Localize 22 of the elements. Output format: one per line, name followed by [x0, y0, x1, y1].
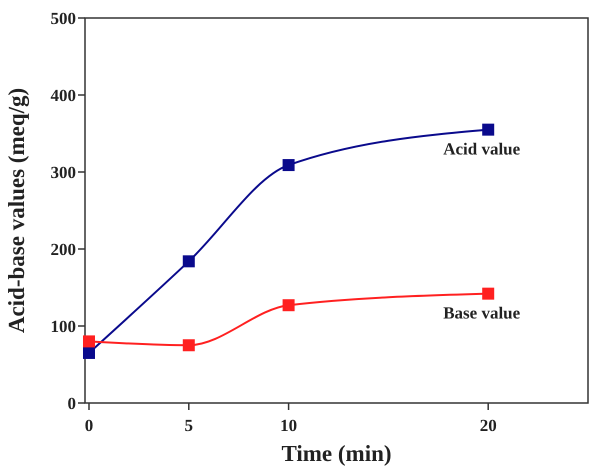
point	[482, 288, 494, 300]
point	[82, 346, 95, 359]
x-tick-label: 0	[84, 416, 94, 435]
point	[182, 339, 195, 352]
x-tick-label: 20	[480, 416, 497, 435]
x-tick-label: 5	[184, 416, 194, 435]
y-tick-label: 100	[50, 317, 76, 336]
point	[82, 335, 95, 348]
y-tick-label: 400	[50, 86, 76, 105]
y-axis-title: Acid-base values (meq/g)	[4, 88, 30, 334]
y-tick-label: 500	[50, 9, 76, 28]
x-tick-label: 10	[280, 416, 298, 435]
point	[282, 159, 295, 172]
point	[482, 124, 494, 136]
point	[182, 255, 195, 268]
point	[282, 299, 295, 312]
series-label: Acid value	[443, 140, 521, 159]
y-tick-label: 0	[68, 394, 76, 413]
x-axis-title: Time (min)	[281, 441, 392, 466]
y-tick-label: 300	[50, 163, 76, 182]
y-tick-label: 200	[50, 240, 76, 259]
series-label: Base value	[443, 304, 521, 323]
